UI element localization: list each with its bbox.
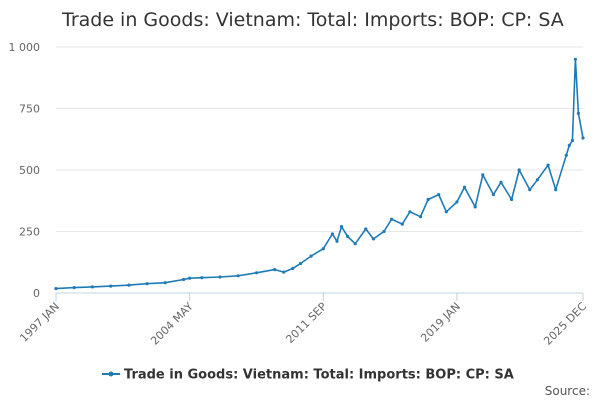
data-point[interactable] <box>236 274 240 278</box>
data-point[interactable] <box>437 193 441 197</box>
data-point[interactable] <box>382 229 386 234</box>
data-point[interactable] <box>282 270 286 274</box>
data-point[interactable] <box>298 261 303 266</box>
data-point[interactable] <box>54 287 58 291</box>
data-point[interactable] <box>200 276 204 280</box>
data-point[interactable] <box>418 215 423 219</box>
data-point[interactable] <box>576 111 581 115</box>
grid <box>56 46 583 232</box>
data-point[interactable] <box>535 178 540 182</box>
data-point[interactable] <box>462 185 467 189</box>
data-point[interactable] <box>72 286 76 290</box>
data-point[interactable] <box>371 237 375 241</box>
source-note: Source: <box>545 384 590 398</box>
x-tick-label: 2011 SEP <box>283 300 329 346</box>
data-point[interactable] <box>182 277 186 282</box>
y-axis: 0 250 500 750 1 000 <box>9 41 41 300</box>
data-point[interactable] <box>145 282 149 286</box>
x-tick-label: 2019 JAN <box>418 300 463 345</box>
data-point[interactable] <box>455 200 459 204</box>
x-tick-label: 2025 DEC <box>541 300 589 348</box>
data-point[interactable] <box>309 254 313 258</box>
data-point[interactable] <box>353 242 357 246</box>
data-point[interactable] <box>335 239 339 243</box>
x-tick-label: 1997 JAN <box>17 300 62 345</box>
data-point[interactable] <box>339 225 344 229</box>
data-point[interactable] <box>127 283 131 287</box>
data-point[interactable] <box>564 153 568 157</box>
y-tick-label: 500 <box>19 164 40 177</box>
data-point[interactable] <box>517 168 521 172</box>
data-point[interactable] <box>400 222 404 226</box>
y-tick-label: 0 <box>33 287 40 300</box>
data-point[interactable] <box>346 234 350 238</box>
data-point[interactable] <box>218 275 222 279</box>
legend-label: Trade in Goods: Vietnam: Total: Imports:… <box>124 368 514 383</box>
data-point[interactable] <box>254 271 259 275</box>
series-layer <box>54 57 585 291</box>
data-point[interactable] <box>510 197 514 202</box>
data-point[interactable] <box>426 197 430 202</box>
data-point[interactable] <box>163 281 167 285</box>
y-tick-label: 750 <box>19 103 40 116</box>
data-point[interactable] <box>491 193 495 197</box>
data-point[interactable] <box>109 284 113 288</box>
data-point[interactable] <box>573 57 578 61</box>
data-point[interactable] <box>90 285 94 289</box>
data-point[interactable] <box>581 136 585 140</box>
data-point[interactable] <box>444 210 448 214</box>
series-line <box>55 58 584 290</box>
x-tick-label: 2004 MAY <box>148 300 196 348</box>
data-point[interactable] <box>481 173 485 177</box>
data-point[interactable] <box>188 276 192 280</box>
data-point[interactable] <box>554 188 558 192</box>
legend-swatch-marker <box>108 371 114 377</box>
y-tick-label: 250 <box>19 226 40 239</box>
y-tick-label: 1 000 <box>9 41 41 54</box>
data-point[interactable] <box>546 163 550 167</box>
data-point[interactable] <box>330 232 334 236</box>
data-point[interactable] <box>321 247 325 251</box>
data-point[interactable] <box>273 268 277 272</box>
data-point[interactable] <box>473 205 477 209</box>
data-point[interactable] <box>567 143 571 147</box>
data-point[interactable] <box>291 266 295 270</box>
data-point[interactable] <box>390 217 394 221</box>
data-point[interactable] <box>570 138 575 143</box>
data-point[interactable] <box>408 210 412 214</box>
legend[interactable]: Trade in Goods: Vietnam: Total: Imports:… <box>102 368 514 383</box>
data-point[interactable] <box>499 180 503 184</box>
data-point[interactable] <box>528 188 532 192</box>
x-axis: 1997 JAN 2004 MAY 2011 SEP 2019 JAN 2025 DEC <box>17 292 589 348</box>
data-point[interactable] <box>364 227 368 231</box>
chart-title: Trade in Goods: Vietnam: Total: Imports:… <box>61 9 564 31</box>
